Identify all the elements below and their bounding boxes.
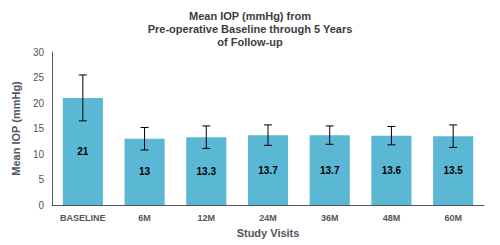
svg-text:13.5: 13.5 (443, 165, 463, 176)
svg-text:of Follow-up: of Follow-up (217, 36, 283, 48)
svg-text:5: 5 (38, 174, 44, 185)
svg-text:20: 20 (33, 98, 45, 109)
svg-text:13.3: 13.3 (197, 166, 217, 177)
svg-text:Mean IOP (mmHg): Mean IOP (mmHg) (10, 81, 22, 176)
svg-text:36M: 36M (321, 213, 339, 223)
svg-text:Study Visits: Study Visits (237, 227, 300, 239)
svg-text:21: 21 (77, 146, 89, 157)
svg-text:13.6: 13.6 (382, 165, 402, 176)
svg-text:48M: 48M (383, 213, 401, 223)
svg-text:0: 0 (38, 200, 44, 211)
svg-text:15: 15 (33, 123, 45, 134)
svg-text:13: 13 (139, 166, 151, 177)
svg-text:Pre-operative Baseline through: Pre-operative Baseline through 5 Years (148, 23, 353, 35)
svg-text:13.7: 13.7 (320, 165, 340, 176)
svg-text:60M: 60M (444, 213, 462, 223)
svg-text:30: 30 (33, 47, 45, 58)
svg-text:10: 10 (33, 149, 45, 160)
svg-text:12M: 12M (198, 213, 216, 223)
svg-text:BASELINE: BASELINE (60, 213, 106, 223)
svg-text:13.7: 13.7 (258, 165, 278, 176)
svg-text:25: 25 (33, 72, 45, 83)
svg-text:6M: 6M (138, 213, 151, 223)
svg-text:24M: 24M (259, 213, 277, 223)
svg-text:Mean IOP (mmHg) from: Mean IOP (mmHg) from (189, 10, 311, 22)
